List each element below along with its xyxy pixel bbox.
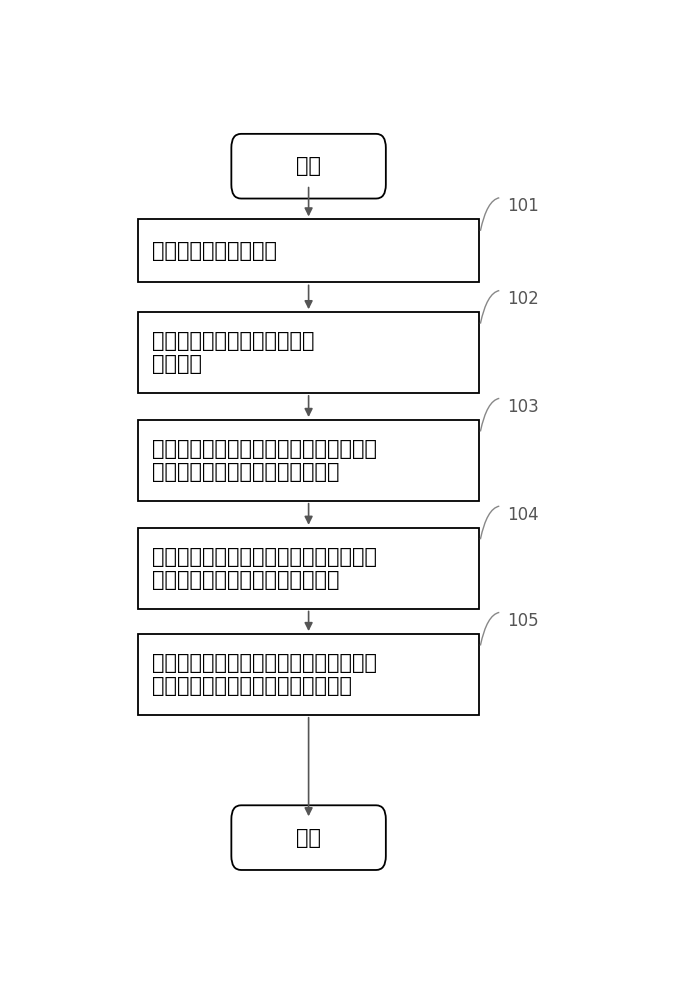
Text: 103: 103 <box>507 398 539 416</box>
Text: 路、各条簇内的链路进行信道分配: 路、各条簇内的链路进行信道分配 <box>152 570 339 590</box>
Text: 结束: 结束 <box>296 828 321 848</box>
Text: 102: 102 <box>507 290 539 308</box>
Bar <box>139 634 479 715</box>
Text: 根据主干拓扑网络，以及每个簇首节点确: 根据主干拓扑网络，以及每个簇首节点确 <box>152 439 377 459</box>
Bar <box>139 219 479 282</box>
Text: 确定网络中的簇首节点: 确定网络中的簇首节点 <box>152 241 277 261</box>
FancyBboxPatch shape <box>231 805 386 870</box>
Text: 拓扑网络: 拓扑网络 <box>152 354 202 374</box>
Text: 开始: 开始 <box>296 156 321 176</box>
FancyBboxPatch shape <box>231 134 386 199</box>
Text: 104: 104 <box>507 506 539 524</box>
Bar <box>139 420 479 501</box>
Text: 105: 105 <box>507 612 539 630</box>
Bar <box>139 528 479 609</box>
Text: 在所述最终拓扑网络正常工作过程中，当: 在所述最终拓扑网络正常工作过程中，当 <box>152 653 377 673</box>
Text: 监测到簇首节点失效后进行故障恢复: 监测到簇首节点失效后进行故障恢复 <box>152 676 352 696</box>
Bar <box>139 312 479 393</box>
Text: 根据簇首节点和网关形成主干: 根据簇首节点和网关形成主干 <box>152 331 314 351</box>
Text: 根据最终拓扑网络，分别对主干网络的链: 根据最终拓扑网络，分别对主干网络的链 <box>152 547 377 567</box>
Text: 定的簇内成员形成网络的最终拓扑: 定的簇内成员形成网络的最终拓扑 <box>152 462 339 482</box>
Text: 101: 101 <box>507 197 539 215</box>
